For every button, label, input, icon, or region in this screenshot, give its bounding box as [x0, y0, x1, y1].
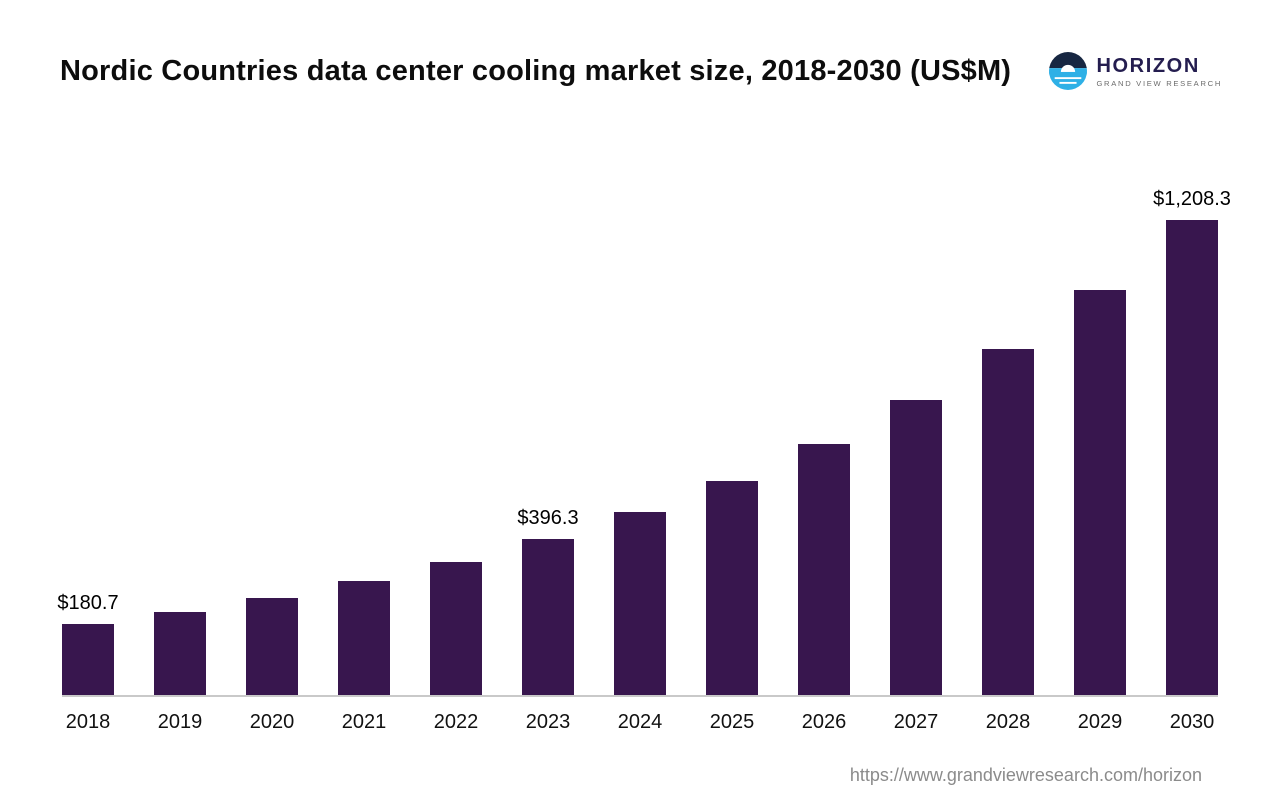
x-axis-label: 2026 [801, 711, 847, 733]
x-axis-label: 2018 [65, 711, 111, 733]
x-axis: 2018 2019 2020 2021 2022 2023 2024 2025 2026 2027… [62, 711, 1218, 734]
bar [890, 400, 942, 695]
bar-column [430, 562, 482, 695]
bar-column [890, 400, 942, 695]
bar-column [246, 598, 298, 695]
x-axis-label: 2021 [341, 711, 387, 733]
x-axis-label: 2023 [525, 711, 571, 733]
bar-value-label: $180.7 [57, 592, 119, 614]
bar-column [706, 481, 758, 695]
logo-subtitle: GRAND VIEW RESEARCH [1096, 78, 1222, 88]
bar-column [614, 512, 666, 695]
bar [706, 481, 758, 695]
bar-chart: $180.7 $396.3 $1,208.3 2018 2019 2020 2021 202… [57, 188, 1231, 733]
bars: $180.7 $396.3 $1,208.3 [57, 188, 1231, 697]
source-url: https://www.grandviewresearch.com/horizo… [849, 765, 1202, 785]
bar [338, 581, 390, 695]
bar-column [338, 581, 390, 695]
logo-name: HORIZON [1096, 54, 1200, 77]
x-axis-label: 2024 [617, 711, 663, 733]
bar-value-label: $396.3 [517, 507, 579, 529]
bar [982, 349, 1034, 695]
bar-column [982, 349, 1034, 695]
x-axis-label: 2025 [709, 711, 755, 733]
bar [430, 562, 482, 695]
x-axis-label: 2020 [249, 711, 295, 733]
bar [1074, 290, 1126, 695]
bar-column: $1,208.3 [1153, 188, 1231, 695]
bar [798, 444, 850, 695]
logo-text: HORIZON GRAND VIEW RESEARCH [1096, 55, 1222, 88]
bar-column [1074, 290, 1126, 695]
bar [1166, 220, 1218, 695]
x-axis-label: 2028 [985, 711, 1031, 733]
bar [62, 624, 114, 695]
bar-column: $396.3 [517, 507, 579, 695]
bar-column [798, 444, 850, 695]
x-axis-label: 2027 [893, 711, 939, 733]
x-axis-label: 2019 [157, 711, 203, 733]
bar [522, 539, 574, 695]
bar-value-label: $1,208.3 [1153, 188, 1231, 210]
x-axis-label: 2029 [1077, 711, 1123, 733]
horizon-logo-icon [1049, 52, 1088, 90]
x-axis-label: 2030 [1169, 711, 1215, 733]
bar [154, 612, 206, 695]
bar [614, 512, 666, 695]
bar [246, 598, 298, 695]
horizon-logo: HORIZON GRAND VIEW RESEARCH [1049, 52, 1222, 90]
chart-title: Nordic Countries data center cooling mar… [60, 55, 1012, 87]
bar-column [154, 612, 206, 695]
x-axis-label: 2022 [433, 711, 479, 733]
bar-column: $180.7 [57, 592, 119, 695]
